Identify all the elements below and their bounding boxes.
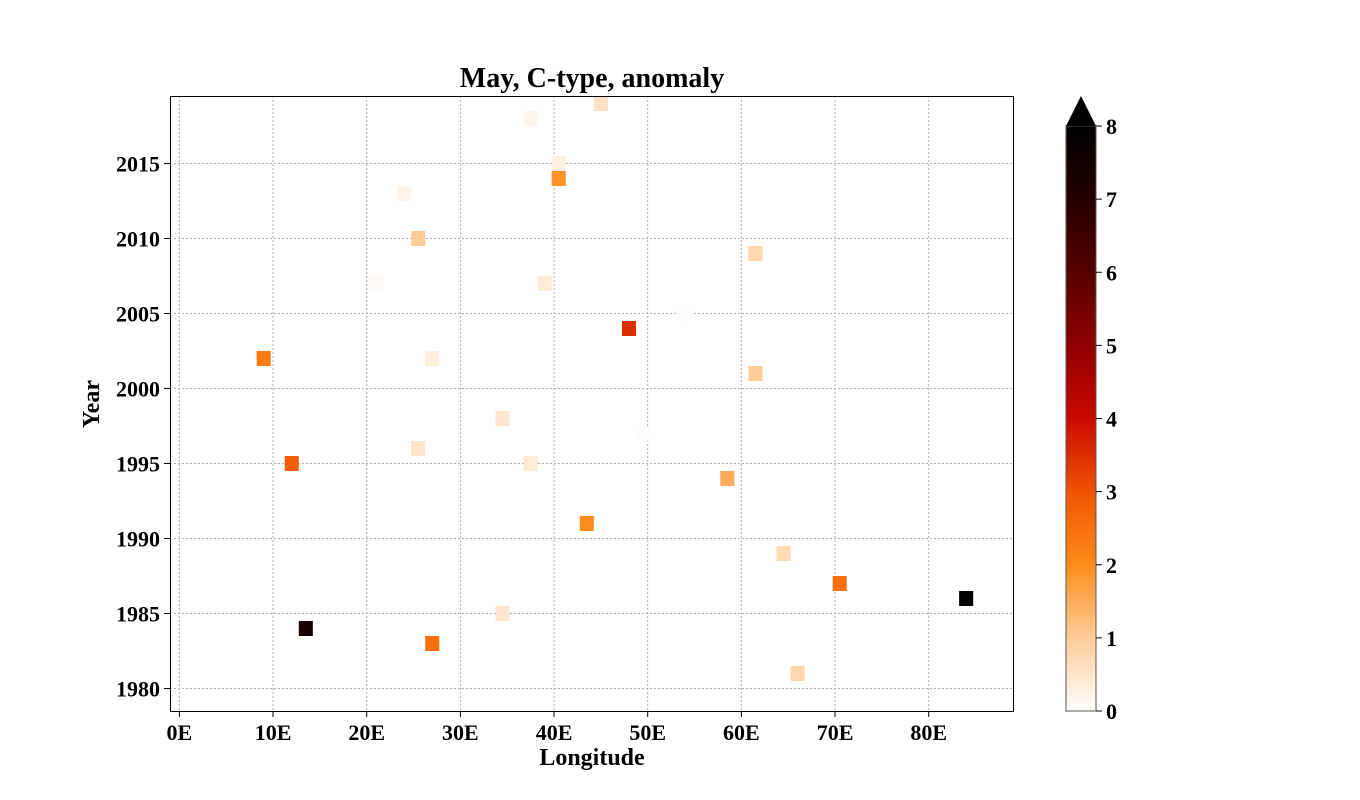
colorbar-tick-label: 5	[1106, 333, 1117, 358]
y-tick-label: 2010	[116, 227, 160, 252]
x-tick-label: 80E	[910, 720, 947, 745]
data-cell	[298, 621, 313, 636]
x-tick-label: 50E	[629, 720, 666, 745]
x-tick-label: 0E	[167, 720, 193, 745]
x-axis-label: Longitude	[539, 745, 645, 771]
data-cell	[523, 111, 538, 126]
data-cell	[832, 576, 847, 591]
x-tick-label: 10E	[255, 720, 292, 745]
x-tick-label: 20E	[348, 720, 385, 745]
data-cell	[790, 666, 805, 681]
colorbar: 0 1 2 3 4 5 6 7 8	[1065, 96, 1117, 724]
data-cell	[621, 321, 636, 336]
plot-frame	[170, 96, 1014, 712]
data-cell	[579, 516, 594, 531]
data-cells	[256, 96, 974, 681]
colorbar-tick-label: 8	[1106, 114, 1117, 139]
data-cell	[959, 591, 974, 606]
data-cell	[593, 96, 608, 111]
data-cell	[523, 456, 538, 471]
data-cell	[495, 606, 510, 621]
data-cell	[397, 186, 412, 201]
data-cell	[495, 411, 510, 426]
y-tick-label: 2005	[116, 302, 160, 327]
x-axis: 0E 10E 20E 30E 40E 50E 60E 70E 80E	[167, 711, 947, 745]
data-cell	[551, 156, 566, 171]
colorbar-tick-label: 1	[1106, 626, 1117, 651]
colorbar-tick-label: 6	[1106, 260, 1117, 285]
y-tick-label: 1980	[116, 677, 160, 702]
x-tick-label: 40E	[536, 720, 573, 745]
y-tick-label: 2015	[116, 152, 160, 177]
colorbar-tick-label: 7	[1106, 187, 1117, 212]
data-cell	[411, 231, 426, 246]
data-cell	[425, 636, 440, 651]
data-cell	[678, 306, 693, 321]
colorbar-tick-label: 4	[1106, 407, 1117, 432]
colorbar-gradient	[1065, 125, 1097, 712]
colorbar-tick-label: 2	[1106, 553, 1117, 578]
y-axis: 1980 1985 1990 1995 2000 2005 2010 2015	[116, 152, 170, 702]
data-cell	[748, 246, 763, 261]
y-axis-label: Year	[79, 380, 105, 428]
y-tick-label: 1990	[116, 527, 160, 552]
y-tick-label: 1995	[116, 452, 160, 477]
data-cell	[551, 171, 566, 186]
data-cell	[537, 276, 552, 291]
data-cell	[411, 441, 426, 456]
data-cell	[635, 426, 651, 441]
data-cell	[748, 366, 763, 381]
x-tick-label: 70E	[817, 720, 854, 745]
data-cell	[284, 456, 299, 471]
data-cell	[776, 546, 791, 561]
colorbar-extend-arrow	[1066, 96, 1096, 126]
x-tick-label: 30E	[442, 720, 479, 745]
colorbar-tick-label: 3	[1106, 480, 1117, 505]
y-tick-label: 1985	[116, 602, 160, 627]
data-cell	[425, 351, 440, 366]
data-cell	[720, 471, 735, 486]
x-tick-label: 60E	[723, 720, 760, 745]
y-tick-label: 2000	[116, 377, 160, 402]
data-cell	[369, 276, 384, 291]
data-cell	[256, 351, 271, 366]
chart-title: May, C-type, anomaly	[460, 63, 724, 94]
colorbar-tick-label: 0	[1106, 699, 1117, 724]
grid-lines	[170, 96, 1013, 711]
